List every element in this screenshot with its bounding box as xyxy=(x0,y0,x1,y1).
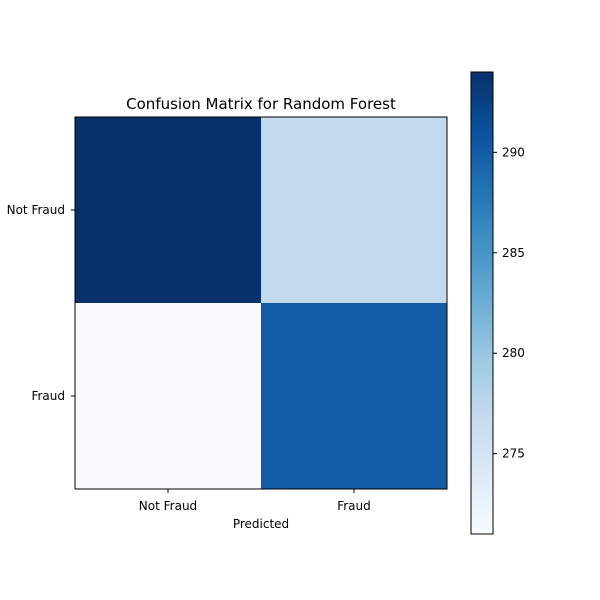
x-axis-label: Predicted xyxy=(233,517,289,531)
heatmap-cells xyxy=(75,117,448,490)
colorbar-ticks: 275 280 285 290 xyxy=(493,145,525,461)
colorbar-tick-label: 290 xyxy=(502,145,525,159)
colorbar-tick-label: 285 xyxy=(502,246,525,260)
heatmap-cell-not-fraud-not-fraud xyxy=(75,117,262,304)
x-tick-label: Not Fraud xyxy=(139,499,197,513)
chart-title: Confusion Matrix for Random Forest xyxy=(126,95,396,113)
heatmap-cell-fraud-not-fraud xyxy=(75,303,262,490)
colorbar-tick-label: 280 xyxy=(502,346,525,360)
x-tick-label: Fraud xyxy=(337,499,371,513)
plot-frame xyxy=(74,116,448,490)
y-tick-label: Not Fraud xyxy=(7,203,65,217)
heatmap-cell-fraud-fraud xyxy=(261,303,448,490)
colorbar xyxy=(470,71,494,535)
x-axis-ticks: Not Fraud Fraud xyxy=(139,489,371,513)
heatmap-cell-not-fraud-fraud xyxy=(261,117,448,304)
y-tick-label: Fraud xyxy=(31,389,65,403)
colorbar-tick-label: 275 xyxy=(502,447,525,461)
y-axis-ticks: Not Fraud Fraud xyxy=(7,203,75,403)
